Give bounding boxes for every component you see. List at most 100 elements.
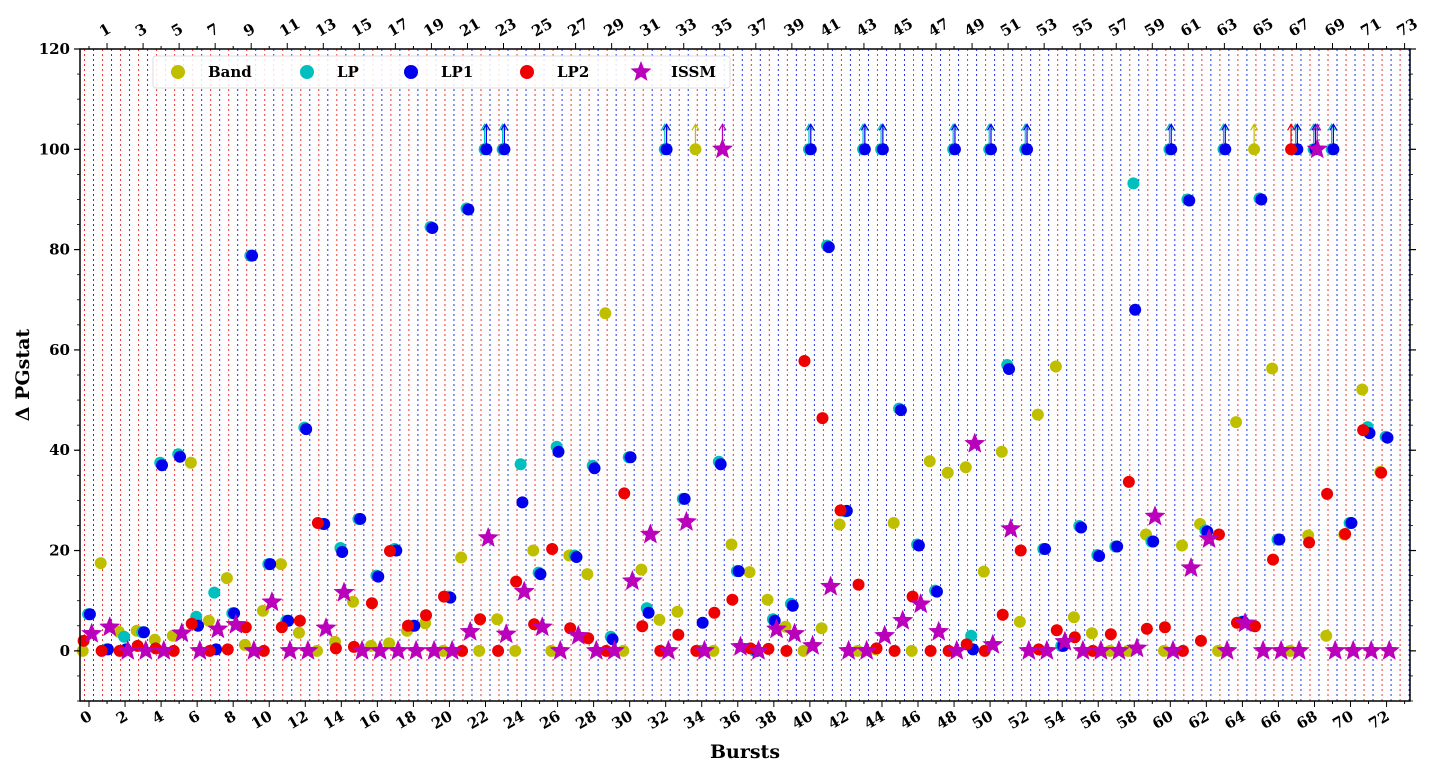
plot-background xyxy=(80,49,1410,701)
marker-lp2 xyxy=(365,597,378,610)
x-tick-label-top: 31 xyxy=(637,14,664,40)
marker-lp2 xyxy=(221,643,234,656)
y-tick-label: 0 xyxy=(60,642,70,660)
arrowhead-lp1 xyxy=(1329,123,1338,131)
marker-band xyxy=(527,544,540,557)
x-tick-label-bottom: 6 xyxy=(185,707,203,728)
marker-band xyxy=(995,445,1008,458)
marker-lp1 xyxy=(876,143,889,156)
marker-issm xyxy=(946,639,968,660)
marker-lp2 xyxy=(420,609,433,622)
marker-band xyxy=(220,572,233,585)
legend: Band LP LP1 LP2 ISSM xyxy=(152,55,731,89)
legend-lp-label: LP xyxy=(337,63,359,81)
x-tick-label-bottom: 68 xyxy=(1293,707,1320,733)
marker-lp2 xyxy=(996,608,1009,621)
legend-lp1-marker xyxy=(404,65,418,79)
x-tick-label-top: 17 xyxy=(384,14,411,40)
marker-lp2 xyxy=(834,504,847,517)
marker-lp2 xyxy=(383,545,396,558)
x-tick-label-bottom: 20 xyxy=(428,707,455,733)
x-axis-top: 1 3 5 7 9 11 13 15 17 19 21 23 25 27 29 31 33 35 37 39 41 43 4… xyxy=(88,14,1421,49)
arrowhead-lp1 xyxy=(878,123,887,131)
marker-lp2 xyxy=(1104,628,1117,641)
arrowhead-band xyxy=(1250,123,1259,131)
marker-lp2 xyxy=(726,593,739,606)
legend-lp-marker xyxy=(300,65,314,79)
marker-lp2 xyxy=(1357,424,1370,437)
marker-lp1 xyxy=(137,626,150,639)
marker-lp1 xyxy=(912,539,925,552)
marker-lp2 xyxy=(311,516,324,529)
marker-lp2 xyxy=(510,575,523,588)
x-tick-label-top: 61 xyxy=(1177,14,1204,40)
marker-lp1 xyxy=(534,568,547,581)
marker-lp2 xyxy=(1303,536,1316,549)
marker-lp1 xyxy=(336,546,349,559)
x-tick-label-bottom: 56 xyxy=(1077,707,1104,733)
x-tick-label-top: 49 xyxy=(961,14,988,40)
marker-lp1 xyxy=(930,585,943,598)
x-tick-label-bottom: 36 xyxy=(717,707,744,733)
arrowhead-lp1 xyxy=(806,123,815,131)
x-tick-label-top: 5 xyxy=(168,20,186,41)
marker-lp1 xyxy=(1129,303,1142,316)
x-tick-label-bottom: 70 xyxy=(1329,707,1356,733)
marker-band xyxy=(347,595,360,608)
x-tick-label-top: 73 xyxy=(1394,14,1421,40)
marker-lp1 xyxy=(642,606,655,619)
x-tick-label-top: 23 xyxy=(493,14,520,40)
marker-lp2 xyxy=(1050,624,1063,637)
marker-issm xyxy=(892,609,914,630)
x-tick-label-bottom: 0 xyxy=(77,707,95,728)
marker-lp1 xyxy=(984,143,997,156)
x-tick-label-top: 47 xyxy=(925,14,952,40)
marker-issm xyxy=(747,639,770,660)
marker-lp2 xyxy=(1285,143,1298,156)
marker-issm xyxy=(1306,138,1328,159)
x-tick-label-bottom: 62 xyxy=(1185,707,1212,733)
marker-lp1 xyxy=(1075,521,1088,534)
marker-issm xyxy=(675,510,698,532)
marker-lp1 xyxy=(83,608,96,621)
marker-lp1 xyxy=(174,450,187,463)
marker-lp1 xyxy=(1003,362,1016,375)
marker-lp1 xyxy=(1381,431,1394,444)
marker-issm xyxy=(1036,639,1058,660)
marker-lp xyxy=(118,630,131,643)
marker-issm xyxy=(243,639,265,660)
marker-lp1 xyxy=(804,143,817,156)
x-tick-label-bottom: 12 xyxy=(284,707,311,733)
marker-issm xyxy=(639,523,662,544)
y-tick-label: 60 xyxy=(49,341,70,359)
marker-band xyxy=(725,538,738,551)
marker-band xyxy=(1067,611,1080,624)
marker-lp2 xyxy=(816,412,829,425)
x-tick-label-bottom: 14 xyxy=(320,707,347,733)
arrowhead-band xyxy=(691,123,700,131)
marker-lp2 xyxy=(1014,544,1027,557)
legend-issm-marker xyxy=(630,61,652,81)
x-tick-label-bottom: 8 xyxy=(221,707,239,728)
x-tick-label-top: 11 xyxy=(276,14,303,40)
marker-band xyxy=(635,563,648,576)
y-axis-title: Δ PGstat xyxy=(12,329,34,422)
x-tick-label-top: 57 xyxy=(1105,14,1132,40)
x-tick-label-top: 67 xyxy=(1285,14,1312,40)
marker-lp xyxy=(1127,177,1140,190)
x-tick-label-top: 27 xyxy=(565,14,592,40)
x-axis-bottom: 0 2 4 6 8 10 12 14 16 18 20 22 24 26 28 30 32 34 36 38 40 42 4… xyxy=(77,701,1406,733)
marker-lp1 xyxy=(426,222,439,235)
marker-issm xyxy=(855,639,878,660)
y-tick-label: 100 xyxy=(39,140,70,158)
marker-issm xyxy=(495,623,517,644)
marker-issm xyxy=(477,526,499,548)
marker-lp2 xyxy=(95,644,108,657)
marker-band xyxy=(653,613,666,626)
marker-lp2 xyxy=(618,487,631,500)
x-tick-label-top: 53 xyxy=(1033,14,1060,40)
x-tick-label-bottom: 2 xyxy=(113,707,131,728)
marker-lp1 xyxy=(480,143,493,156)
marker-lp2 xyxy=(1375,466,1388,479)
marker-issm xyxy=(729,635,752,656)
